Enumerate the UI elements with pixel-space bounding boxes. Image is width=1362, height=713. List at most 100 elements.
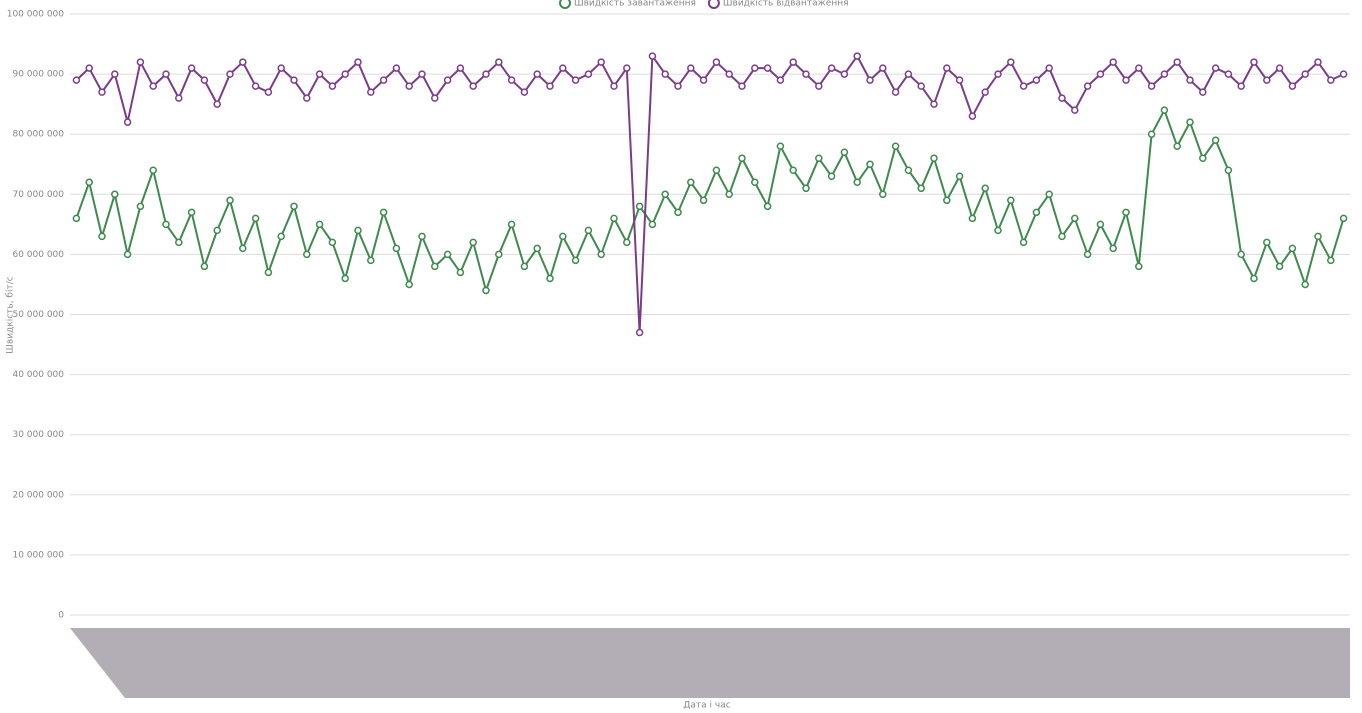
data-point [738, 154, 746, 162]
data-point [1288, 82, 1297, 90]
data-point [879, 190, 887, 199]
data-point [418, 232, 426, 241]
data-point [123, 118, 132, 126]
data-point [392, 64, 401, 72]
data-point [111, 70, 119, 78]
data-point [955, 172, 964, 181]
data-point [866, 76, 874, 84]
legend-label: Швидкість завантаження [574, 0, 696, 9]
data-point [738, 82, 746, 90]
data-point [917, 184, 925, 193]
data-point [891, 142, 900, 150]
data-point [1032, 208, 1041, 217]
data-point [72, 214, 81, 223]
data-point [917, 82, 925, 90]
data-point [482, 286, 490, 295]
data-point [1032, 76, 1041, 84]
data-point [943, 196, 951, 205]
data-point [533, 70, 541, 78]
y-tick-label: 10 000 000 [12, 550, 64, 560]
data-point [648, 52, 657, 60]
data-point [1224, 70, 1233, 78]
legend-label: Швидкість відвантаження [723, 0, 849, 9]
data-point [469, 82, 477, 90]
data-point [1071, 214, 1079, 223]
data-point [661, 70, 669, 78]
data-point [853, 52, 861, 60]
data-point [1339, 214, 1348, 223]
data-point [1007, 58, 1015, 66]
data-point [405, 82, 413, 90]
data-point [341, 70, 349, 78]
data-point [367, 88, 375, 96]
data-point [610, 214, 618, 223]
data-point [123, 250, 132, 259]
data-point [239, 244, 247, 253]
series-line [75, 53, 1345, 333]
data-point [290, 76, 298, 84]
data-point [533, 244, 541, 253]
data-point [789, 58, 797, 66]
data-point [1007, 196, 1015, 205]
data-point [904, 70, 913, 78]
data-point [392, 244, 401, 253]
data-point [418, 70, 426, 78]
data-point [495, 250, 503, 259]
data-point [1199, 88, 1207, 96]
data-point [635, 202, 644, 211]
data-point [303, 94, 311, 102]
data-point [251, 214, 260, 223]
data-point [1186, 118, 1194, 126]
data-point [1314, 58, 1322, 66]
data-point [1122, 208, 1130, 217]
data-point [1147, 82, 1156, 90]
data-point [866, 160, 874, 168]
data-point [1122, 76, 1130, 84]
data-point [815, 154, 823, 162]
data-point [162, 70, 170, 78]
data-point [1135, 64, 1143, 72]
data-point [520, 88, 529, 96]
data-point [1199, 154, 1207, 162]
data-point [827, 172, 836, 181]
data-point [1250, 58, 1258, 66]
data-point [1339, 70, 1348, 78]
data-point [776, 142, 785, 150]
data-point [226, 196, 234, 205]
data-point [1019, 82, 1028, 90]
data-point [840, 70, 849, 78]
data-point [571, 76, 580, 84]
data-point [943, 64, 951, 72]
y-tick-label: 60 000 000 [12, 250, 64, 260]
data-point [597, 58, 605, 66]
data-point [1224, 166, 1233, 175]
data-point [315, 70, 324, 78]
data-point [699, 196, 708, 205]
data-point [853, 178, 861, 187]
data-point [1263, 238, 1271, 247]
y-tick-label: 90 000 000 [12, 70, 64, 80]
data-point [648, 220, 657, 229]
data-point [763, 202, 772, 211]
data-point [1211, 136, 1220, 144]
data-point [610, 82, 618, 90]
data-point [213, 100, 221, 108]
data-point [802, 70, 810, 78]
data-point [98, 232, 106, 241]
data-point [315, 220, 324, 229]
legend-marker [707, 0, 720, 9]
data-point [1160, 106, 1169, 114]
data-point [1250, 274, 1258, 283]
data-point [379, 76, 388, 84]
data-point [405, 280, 413, 289]
data-point [789, 166, 797, 175]
data-point [725, 70, 733, 78]
data-point [763, 64, 772, 72]
data-point [226, 70, 234, 78]
data-point [469, 238, 477, 247]
series-line [75, 107, 1345, 294]
data-point [968, 112, 977, 120]
data-point [571, 256, 580, 265]
data-point [1237, 250, 1245, 259]
data-point [149, 82, 157, 90]
